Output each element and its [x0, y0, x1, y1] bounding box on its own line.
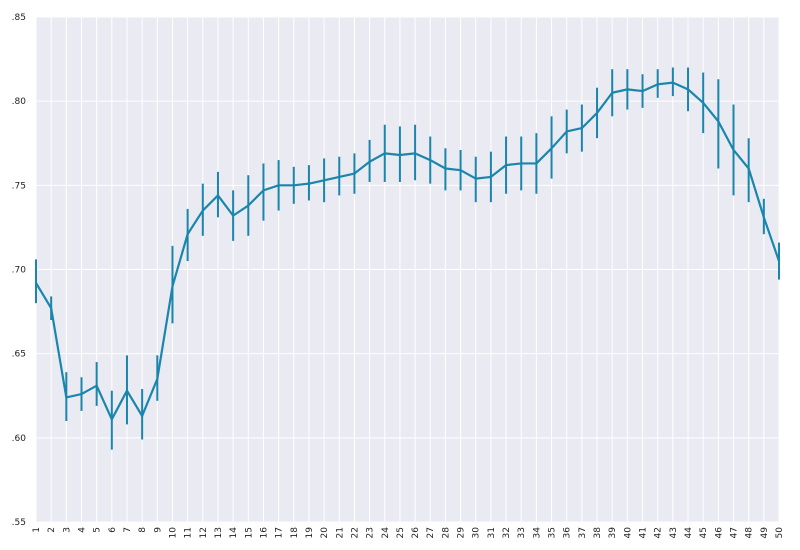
x-tick-label: 11	[184, 527, 194, 538]
x-tick-label: 23	[366, 527, 376, 538]
x-tick-label: 41	[639, 527, 649, 538]
x-tick-label: 36	[563, 527, 573, 539]
y-tick-label: .60	[12, 434, 27, 444]
x-tick-label: 13	[214, 527, 224, 538]
x-tick-label: 20	[320, 527, 330, 539]
x-tick-label: 6	[108, 527, 118, 533]
x-tick-label: 49	[760, 527, 770, 539]
x-tick-label: 26	[411, 527, 421, 539]
x-tick-label: 28	[441, 527, 451, 539]
x-tick-label: 50	[775, 527, 785, 539]
x-tick-label: 21	[335, 527, 345, 538]
x-tick-label: 38	[593, 527, 603, 539]
x-tick-label: 40	[623, 527, 633, 539]
x-tick-label: 22	[350, 527, 360, 538]
x-tick-label: 42	[654, 527, 664, 538]
x-tick-label: 46	[714, 527, 724, 539]
x-tick-label: 39	[608, 527, 618, 539]
y-tick-label: .80	[12, 97, 27, 107]
x-tick-label: 43	[669, 527, 679, 538]
x-tick-label: 15	[244, 527, 254, 538]
x-tick-label: 12	[199, 527, 209, 538]
x-tick-label: 45	[699, 527, 709, 538]
x-tick-label: 4	[77, 527, 87, 533]
y-tick-label: .65	[12, 350, 26, 360]
x-tick-label: 19	[305, 527, 315, 539]
x-tick-label: 9	[153, 527, 163, 533]
x-tick-label: 2	[47, 527, 57, 533]
x-tick-label: 17	[275, 527, 285, 538]
x-tick-label: 33	[517, 527, 527, 538]
x-tick-label: 37	[578, 527, 588, 538]
x-tick-label: 24	[381, 527, 391, 539]
x-tick-label: 3	[62, 527, 72, 533]
x-tick-label: 35	[548, 527, 558, 538]
x-tick-label: 48	[745, 527, 755, 539]
x-tick-label: 32	[502, 527, 512, 538]
grid-lines	[35, 16, 780, 523]
y-tick-label: .70	[12, 266, 27, 276]
x-tick-label: 44	[684, 527, 694, 539]
x-tick-label: 47	[730, 527, 740, 538]
x-tick-label: 34	[532, 527, 542, 539]
y-axis-ticks: .55 .60 .65 .70 .75 .80 .85	[12, 13, 27, 528]
x-tick-label: 7	[123, 527, 133, 533]
y-tick-label: .55	[12, 518, 26, 528]
x-tick-label: 1	[32, 527, 42, 533]
x-tick-label: 10	[168, 527, 178, 539]
x-tick-label: 29	[457, 527, 467, 539]
y-tick-label: .75	[12, 181, 26, 191]
x-tick-label: 25	[396, 527, 406, 538]
y-tick-label: .85	[12, 13, 26, 23]
x-tick-label: 27	[426, 527, 436, 538]
x-tick-label: 18	[290, 527, 300, 539]
x-tick-label: 30	[472, 527, 482, 539]
x-tick-label: 16	[259, 527, 269, 539]
x-axis-ticks: 1 2 3 4 5 6 7 8 9 10 11 12 13 14 15 16 17 18 19 20 21 22 23 24 2…	[32, 527, 785, 539]
data-series	[35, 81, 781, 421]
x-tick-label: 14	[229, 527, 239, 539]
series-line	[35, 81, 781, 421]
x-tick-label: 8	[138, 527, 148, 533]
x-tick-label: 5	[93, 527, 103, 533]
x-tick-label: 31	[487, 527, 497, 538]
